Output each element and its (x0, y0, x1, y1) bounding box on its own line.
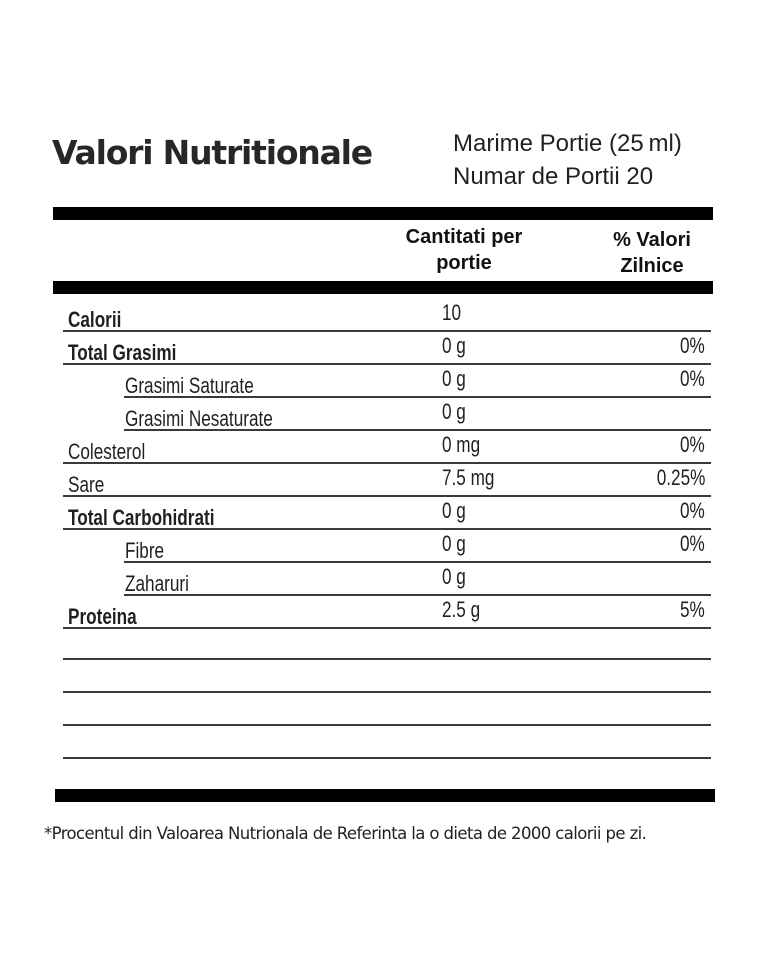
row-divider (63, 528, 711, 530)
nutrient-value: 0 mg (442, 432, 481, 457)
nutrient-percent: 0.25% (656, 465, 705, 490)
nutrient-percent: 0% (680, 432, 705, 457)
empty-row-divider (63, 757, 711, 759)
nutrient-percent: 0% (680, 333, 705, 358)
column-header-amount-line2: portie (436, 252, 492, 274)
serving-size: Marime Portie (25 ml) (453, 130, 682, 157)
row-divider (124, 429, 711, 431)
servings-count: Numar de Portii 20 (453, 163, 654, 190)
nutrient-label: Sare (68, 472, 105, 497)
row-divider (63, 627, 711, 629)
nutrient-value: 2.5 g (442, 597, 481, 622)
nutrient-value: 0 g (442, 333, 466, 358)
nutrient-value: 7.5 mg (442, 465, 495, 490)
nutrient-value: 0 g (442, 531, 466, 556)
nutrient-row-grasimi-saturate: Grasimi Saturate 0 g 0% (63, 365, 711, 398)
nutrient-row-fibre: Fibre 0 g 0% (63, 530, 711, 563)
nutrient-percent: 5% (680, 597, 705, 622)
column-header-amount-line1: Cantitati per (405, 226, 523, 248)
nutrient-percent: 0% (680, 366, 705, 391)
nutrient-label: Total Carbohidrati (68, 505, 215, 530)
nutrient-value: 0 g (442, 399, 466, 424)
row-divider (63, 462, 711, 464)
nutrient-row-total-carbohidrati: Total Carbohidrati 0 g 0% (63, 497, 711, 530)
footnote: *Procentul din Valoarea Nutrionala de Re… (44, 824, 647, 843)
nutrient-value: 0 g (442, 564, 466, 589)
nutrient-row-sare: Sare 7.5 mg 0.25% (63, 464, 711, 497)
row-divider (124, 594, 711, 596)
empty-row-divider (63, 658, 711, 660)
nutrient-row-calorii: Calorii 10 (63, 299, 711, 332)
empty-row-divider (63, 691, 711, 693)
nutrient-row-zaharuri: Zaharuri 0 g (63, 563, 711, 596)
nutrient-label: Grasimi Nesaturate (125, 406, 273, 431)
column-header-daily-line2: Zilnice (620, 255, 684, 277)
nutrient-value: 0 g (442, 498, 466, 523)
nutrient-row-proteina: Proteina 2.5 g 5% (63, 596, 711, 629)
nutrient-row-colesterol: Colesterol 0 mg 0% (63, 431, 711, 464)
nutrient-percent: 0% (680, 531, 705, 556)
nutrient-label: Zaharuri (125, 571, 189, 596)
nutrient-percent: 0% (680, 498, 705, 523)
row-divider (63, 495, 711, 497)
nutrient-row-total-grasimi: Total Grasimi 0 g 0% (63, 332, 711, 365)
column-header-daily-value: % Valori Zilnice (592, 227, 712, 279)
top-thick-rule (53, 207, 713, 220)
empty-row-divider (63, 724, 711, 726)
row-divider (63, 330, 711, 332)
bottom-thick-rule (55, 789, 715, 802)
row-divider (124, 396, 711, 398)
serving-info: Marime Portie (25 ml) Numar de Portii 20 (453, 127, 682, 193)
row-divider (63, 363, 711, 365)
nutrient-label: Fibre (125, 538, 165, 563)
nutrient-label: Total Grasimi (68, 340, 177, 365)
nutrient-label: Colesterol (68, 439, 146, 464)
nutrient-value: 10 (442, 300, 462, 325)
row-divider (124, 561, 711, 563)
column-header-amount: Cantitati per portie (384, 224, 544, 276)
column-header-daily-line1: % Valori (613, 229, 691, 251)
header-thick-rule (53, 281, 713, 294)
nutrient-label: Calorii (68, 307, 122, 332)
nutrient-label: Grasimi Saturate (125, 373, 254, 398)
nutrient-value: 0 g (442, 366, 466, 391)
label-title: Valori Nutritionale (52, 133, 373, 172)
nutrient-label: Proteina (68, 604, 137, 629)
nutrient-row-grasimi-nesaturate: Grasimi Nesaturate 0 g (63, 398, 711, 431)
